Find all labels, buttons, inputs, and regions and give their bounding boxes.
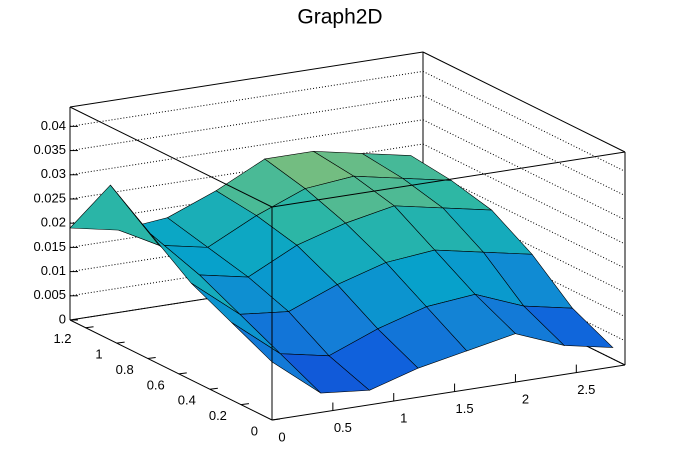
y-tick <box>209 387 218 390</box>
z-tick-label: 0.03 <box>41 166 66 181</box>
z-tick-label: 0.005 <box>33 287 66 302</box>
z-tick-label: 0.04 <box>41 118 66 133</box>
z-tick-label: 0.025 <box>33 190 66 205</box>
grid-line <box>69 119 424 176</box>
x-tick-label: 2.5 <box>577 382 595 397</box>
y-tick-label: 1.2 <box>53 331 71 346</box>
chart-title: Graph2D <box>297 6 382 29</box>
z-tick-label: 0.02 <box>41 215 66 230</box>
y-tick <box>116 341 125 344</box>
y-tick <box>178 372 187 375</box>
y-tick-label: 0.6 <box>147 377 165 392</box>
y-tick <box>147 356 156 359</box>
z-tick-label: 0.01 <box>41 263 66 278</box>
y-tick <box>240 403 249 406</box>
box-edge <box>69 51 424 108</box>
surface-cell <box>231 322 321 394</box>
x-tick-label: 2 <box>522 392 529 407</box>
box-edge <box>422 51 626 153</box>
grid-line <box>69 95 424 152</box>
z-tick-label: 0.015 <box>33 239 66 254</box>
y-tick-label: 1 <box>95 347 102 362</box>
axis-line <box>69 319 273 421</box>
y-tick <box>85 326 94 329</box>
y-tick-label: 0.8 <box>116 362 134 377</box>
grid-line <box>69 70 424 127</box>
x-tick-label: 1.5 <box>456 401 474 416</box>
z-tick-label: 0 <box>59 311 66 326</box>
y-tick-label: 0.2 <box>209 408 227 423</box>
x-tick-label: 0.5 <box>334 420 352 435</box>
y-tick-label: 0.4 <box>178 393 196 408</box>
box-edge <box>69 106 273 208</box>
y-tick <box>271 418 281 421</box>
x-tick-label: 1 <box>400 410 407 425</box>
box-edge <box>271 151 626 208</box>
grid-line <box>69 143 424 200</box>
axis-line <box>271 364 626 421</box>
y-tick-label: 0 <box>251 423 258 438</box>
x-tick-label: 0 <box>278 429 285 444</box>
z-tick-label: 0.035 <box>33 142 66 157</box>
